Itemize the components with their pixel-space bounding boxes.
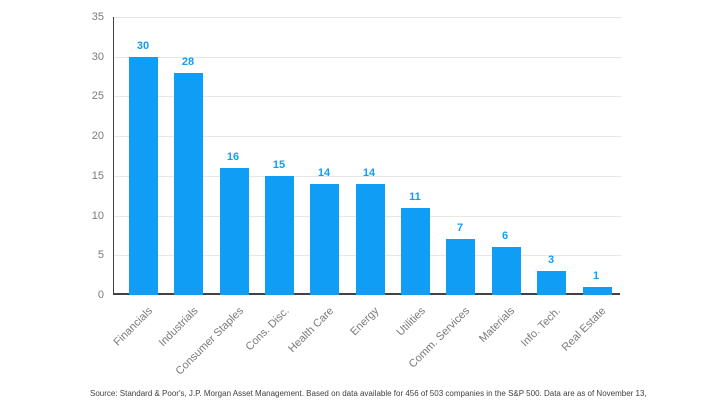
bar-value-label: 6 bbox=[501, 230, 509, 242]
gridline-y-25 bbox=[114, 96, 621, 97]
bar-value-label: 15 bbox=[272, 159, 286, 171]
bar-utilities bbox=[401, 208, 430, 295]
bar-real-estate bbox=[583, 287, 612, 295]
bar-industrials bbox=[174, 73, 203, 295]
bar-health-care bbox=[310, 184, 339, 295]
bar-value-label: 14 bbox=[362, 167, 376, 179]
bar-financials bbox=[129, 57, 158, 295]
plot-area bbox=[113, 17, 621, 295]
bar-value-label: 16 bbox=[226, 151, 240, 163]
bar-comm-services bbox=[446, 239, 475, 295]
gridline-y-20 bbox=[114, 136, 621, 137]
bar-materials bbox=[492, 247, 521, 295]
bar-value-label: 1 bbox=[592, 270, 600, 282]
y-axis-tick-label: 30 bbox=[91, 51, 104, 63]
gridline-y-35 bbox=[114, 17, 621, 18]
y-axis-tick-label: 20 bbox=[91, 130, 104, 142]
x-axis-tick-label: Info. Tech. bbox=[519, 305, 564, 350]
bar-value-label: 30 bbox=[136, 40, 150, 52]
bar-value-label: 14 bbox=[317, 167, 331, 179]
bar-value-label: 11 bbox=[409, 191, 421, 203]
y-axis-tick-label: 25 bbox=[91, 90, 104, 102]
x-axis-tick-label: Materials bbox=[477, 305, 518, 346]
gridline-y-30 bbox=[114, 57, 621, 58]
y-axis-tick-label: 0 bbox=[97, 289, 104, 301]
gridline-y-15 bbox=[114, 176, 621, 177]
source-note: Source: Standard & Poor's, J.P. Morgan A… bbox=[90, 389, 647, 398]
x-axis-tick-label: Cons. Disc. bbox=[243, 305, 292, 354]
bar-value-label: 7 bbox=[456, 222, 464, 234]
x-axis-tick-label: Energy bbox=[348, 305, 382, 339]
x-axis-tick-label: Utilities bbox=[393, 305, 428, 339]
bar-consumer-staples bbox=[220, 168, 249, 295]
y-axis-tick-label: 5 bbox=[97, 249, 104, 261]
x-axis-tick-label: Industrials bbox=[156, 305, 201, 349]
x-axis-tick-label: Financials bbox=[111, 305, 156, 349]
x-axis-tick-label: Health Care bbox=[286, 305, 337, 355]
y-axis-tick-label: 35 bbox=[91, 11, 104, 23]
x-axis-tick-label: Real Estate bbox=[559, 305, 609, 354]
bar-energy bbox=[356, 184, 385, 295]
bar-cons-disc- bbox=[265, 176, 294, 295]
bar-value-label: 28 bbox=[181, 56, 195, 68]
y-axis-tick-label: 15 bbox=[91, 170, 104, 182]
bar-value-label: 3 bbox=[547, 254, 555, 266]
bar-info-tech- bbox=[537, 271, 566, 295]
y-axis-tick-label: 10 bbox=[91, 210, 104, 222]
